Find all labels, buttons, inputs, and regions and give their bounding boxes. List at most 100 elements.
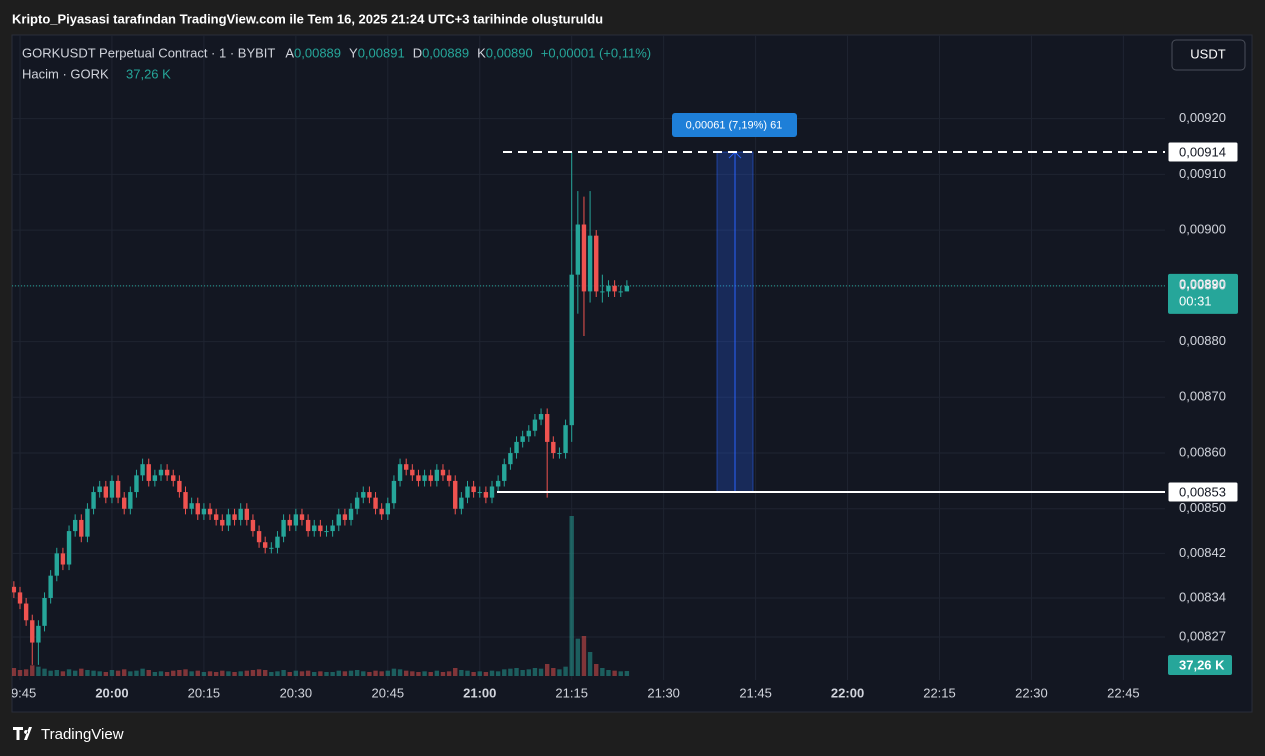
candle-body	[410, 469, 415, 476]
volume-bar	[575, 638, 581, 676]
volume-bar	[391, 668, 397, 676]
candle-body	[495, 480, 501, 487]
candle-body	[453, 480, 458, 509]
candle-body	[502, 464, 507, 481]
legend-change: +0,00001 (+0,11%)	[541, 45, 651, 60]
candle-body	[79, 519, 84, 537]
candle-body	[581, 224, 587, 292]
candle-body	[269, 547, 274, 549]
volume-bar	[563, 666, 568, 676]
volume-bar	[183, 669, 188, 676]
candle-body	[152, 475, 158, 481]
candle-body	[48, 575, 53, 598]
volume-bar	[17, 670, 23, 676]
volume-bar	[440, 672, 446, 676]
volume-bar	[275, 671, 280, 676]
volume-bar	[238, 671, 243, 676]
candle-body	[483, 492, 489, 498]
volume-bar	[36, 666, 41, 676]
candle-body	[171, 475, 176, 481]
candle-body	[612, 285, 617, 292]
candle-body	[122, 497, 127, 509]
volume-bar	[446, 671, 452, 676]
candle-body	[23, 603, 29, 621]
volume-bar	[348, 670, 354, 676]
y-tick-label: 0,00842	[1179, 545, 1226, 560]
candle-body	[281, 519, 286, 537]
x-tick-label: 20:45	[372, 685, 405, 700]
chart-panel	[11, 34, 1253, 713]
legend-value: 0,00891	[358, 45, 405, 60]
volume-bar	[465, 670, 470, 676]
candle-body	[422, 475, 427, 481]
volume-bar	[128, 671, 133, 676]
candle-body	[379, 508, 384, 515]
volume-bar	[471, 672, 476, 676]
volume-bar	[109, 670, 115, 676]
candle-body	[146, 464, 151, 481]
candle-body	[618, 291, 623, 293]
candle-body	[403, 464, 409, 470]
candle-body	[66, 531, 72, 565]
y-tick-label: 0,00890	[1179, 277, 1226, 292]
price-label-box	[1167, 141, 1239, 163]
volume-bar	[453, 668, 458, 676]
volume-bar	[226, 671, 231, 676]
candle-body	[428, 475, 433, 481]
candle-body	[207, 508, 213, 515]
last-price-label: 0,00890	[1179, 276, 1226, 291]
volume-bar	[538, 668, 544, 676]
volume-bar	[207, 671, 213, 676]
candle-body	[324, 531, 329, 533]
currency-label[interactable]: USDT	[1190, 46, 1225, 61]
candle-body	[103, 486, 109, 498]
candle-body	[330, 525, 335, 532]
y-tick-label: 0,00920	[1179, 110, 1226, 125]
x-tick-label: 21:30	[647, 685, 680, 700]
x-tick-label: 22:45	[1107, 685, 1140, 700]
volume-bar	[30, 665, 35, 676]
volume-bar	[342, 671, 348, 676]
volume-bar	[606, 670, 611, 676]
volume-bar	[600, 668, 605, 676]
candle-body	[318, 525, 323, 532]
y-tick-label: 0,00880	[1179, 333, 1226, 348]
volume-bar	[85, 670, 90, 676]
candle-body	[514, 441, 519, 454]
volume-bar	[361, 671, 366, 676]
currency-button[interactable]	[1171, 39, 1246, 71]
candle-body	[624, 285, 630, 292]
volume-bar	[287, 672, 292, 676]
y-tick-label: 0,00827	[1179, 628, 1226, 643]
countdown-label: 00:31	[1179, 293, 1212, 308]
volume-bar	[618, 671, 623, 676]
candle-body	[459, 497, 464, 509]
y-tick-label: 0,00900	[1179, 222, 1226, 237]
candle-body	[544, 414, 550, 442]
volume-bar	[434, 670, 440, 676]
volume-bar	[263, 670, 268, 676]
x-tick-label: 20:00	[95, 685, 128, 700]
volume-bar	[385, 670, 390, 676]
candle-body	[220, 519, 225, 526]
candle-body	[134, 475, 139, 493]
legend-value: 0,00890	[486, 45, 533, 60]
candle-body	[189, 503, 194, 509]
legend-key: Y	[349, 45, 358, 60]
volume-bar	[158, 671, 164, 676]
last-price-box	[1168, 273, 1238, 314]
candle-body	[569, 274, 574, 426]
candle-body	[477, 492, 482, 494]
candle-body	[36, 625, 41, 643]
volume-bar	[146, 670, 151, 676]
volume-bar	[318, 671, 323, 676]
x-tick-label: 21:00	[463, 685, 496, 700]
volume-bar	[526, 669, 531, 676]
candle-body	[293, 514, 299, 526]
x-tick-label: 22:15	[923, 685, 956, 700]
candle-body	[361, 492, 366, 498]
candle-body	[128, 492, 133, 509]
y-tick-label: 0,00910	[1179, 166, 1226, 181]
volume-bar	[379, 671, 384, 676]
